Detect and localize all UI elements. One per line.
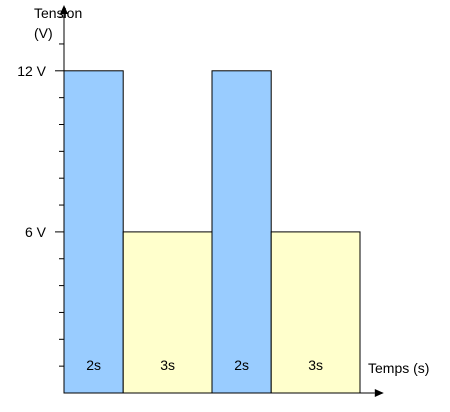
x-axis-label: Temps (s) [368,360,429,376]
axes-group [60,5,384,397]
y-axis-label-line2: (V) [34,25,53,41]
bar-1 [63,70,124,394]
bars-group [63,70,361,394]
y-axis-arrow [60,5,68,14]
bar-4 [270,231,361,394]
ticks-group: 12 V 6 V [17,16,64,367]
x-axis-arrow [374,389,384,397]
bar-label-3: 2s [234,357,249,373]
y-tick-label-12: 12 V [17,63,46,79]
bar-label-1: 2s [86,357,101,373]
bar-label-4: 3s [308,357,323,373]
bar-labels-group: 2s 3s 2s 3s [86,357,323,373]
bar-2 [122,231,213,394]
y-axis-label-line1: Tension [34,5,82,21]
y-tick-label-6: 6 V [25,224,47,240]
bar-label-2: 3s [160,357,175,373]
bar-3 [211,70,272,394]
